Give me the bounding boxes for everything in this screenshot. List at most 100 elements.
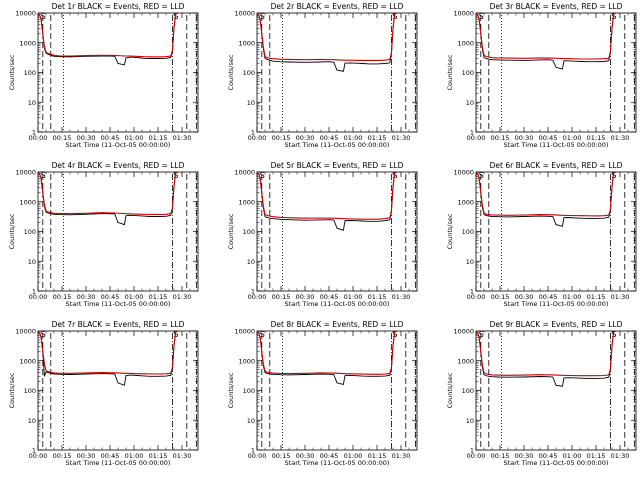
end-marker: S bbox=[173, 12, 178, 21]
x-tick-label: 01:30 bbox=[611, 293, 630, 301]
x-axis-label: Start Time (11-Oct-05 00:00:00) bbox=[285, 300, 390, 308]
y-tick-label: 1 bbox=[32, 288, 36, 296]
x-tick-label: 00:30 bbox=[296, 293, 315, 301]
series-line-events bbox=[476, 12, 616, 70]
x-tick-label: 01:30 bbox=[392, 293, 411, 301]
x-tick-label: 00:30 bbox=[515, 293, 534, 301]
end-marker: S bbox=[611, 330, 616, 339]
y-tick-label: 10000 bbox=[234, 10, 255, 18]
chart-panel: Det 2r BLACK = Events, RED = LLD 1 10 100 10… bbox=[227, 2, 418, 149]
chart-panel: Det 3r BLACK = Events, RED = LLD 1 10 100 10… bbox=[446, 2, 637, 149]
x-tick-label: 00:15 bbox=[491, 293, 510, 301]
x-tick-label: 00:45 bbox=[539, 452, 558, 460]
end-marker: S bbox=[392, 12, 397, 21]
chart-title: Det 1r BLACK = Events, RED = LLD bbox=[52, 2, 185, 11]
x-tick-label: 00:45 bbox=[101, 134, 120, 142]
end-marker: S bbox=[611, 171, 616, 180]
y-tick-label: 1 bbox=[251, 447, 255, 455]
x-tick-label: 01:00 bbox=[125, 134, 144, 142]
y-axis-label: Counts/sec bbox=[227, 213, 235, 249]
x-tick-label: 01:30 bbox=[611, 452, 630, 460]
x-axis-label: Start Time (11-Oct-05 00:00:00) bbox=[504, 300, 609, 308]
series-line-lld bbox=[476, 330, 616, 377]
y-axis-label: Counts/sec bbox=[8, 372, 16, 408]
chart-title: Det 8r BLACK = Events, RED = LLD bbox=[271, 320, 404, 329]
y-tick-label: 1000 bbox=[457, 357, 474, 365]
y-tick-label: 10000 bbox=[234, 328, 255, 336]
x-tick-label: 01:00 bbox=[563, 452, 582, 460]
x-tick-label: 00:00 bbox=[467, 293, 486, 301]
y-tick-label: 10000 bbox=[453, 328, 474, 336]
end-marker: S bbox=[611, 12, 616, 21]
chart-title: Det 2r BLACK = Events, RED = LLD bbox=[271, 2, 404, 11]
x-tick-label: 00:45 bbox=[320, 293, 339, 301]
x-tick-label: 00:00 bbox=[29, 452, 48, 460]
y-tick-label: 10 bbox=[247, 99, 255, 107]
y-tick-label: 1000 bbox=[238, 357, 255, 365]
y-tick-label: 100 bbox=[243, 69, 255, 77]
chart-panel: Det 1r BLACK = Events, RED = LLD 1 10 100 10… bbox=[8, 2, 199, 149]
x-tick-label: 01:15 bbox=[368, 134, 387, 142]
y-tick-label: 10 bbox=[28, 99, 36, 107]
y-tick-label: 100 bbox=[24, 387, 36, 395]
x-axis-label: Start Time (11-Oct-05 00:00:00) bbox=[66, 300, 171, 308]
x-tick-label: 00:00 bbox=[467, 134, 486, 142]
series-line-events bbox=[257, 12, 397, 72]
x-tick-label: 01:15 bbox=[587, 452, 606, 460]
series-line-events bbox=[257, 330, 397, 385]
y-tick-label: 1000 bbox=[238, 198, 255, 206]
x-tick-label: 01:00 bbox=[563, 293, 582, 301]
y-axis-label: Counts/sec bbox=[8, 213, 16, 249]
y-axis-label: Counts/sec bbox=[227, 372, 235, 408]
x-tick-label: 00:15 bbox=[491, 452, 510, 460]
x-tick-label: 01:00 bbox=[125, 293, 144, 301]
end-marker: S bbox=[392, 171, 397, 180]
chart-panel: Det 5r BLACK = Events, RED = LLD 1 10 100 10… bbox=[227, 161, 418, 308]
x-axis-label: Start Time (11-Oct-05 00:00:00) bbox=[504, 459, 609, 467]
y-tick-label: 10000 bbox=[15, 169, 36, 177]
y-tick-label: 1000 bbox=[19, 39, 36, 47]
series-line-lld bbox=[257, 171, 397, 220]
y-axis-label: Counts/sec bbox=[446, 54, 454, 90]
start-marker: S bbox=[260, 12, 265, 21]
x-tick-label: 01:30 bbox=[611, 134, 630, 142]
x-axis-label: Start Time (11-Oct-05 00:00:00) bbox=[66, 459, 171, 467]
y-tick-label: 1000 bbox=[19, 357, 36, 365]
x-tick-label: 00:30 bbox=[515, 452, 534, 460]
series-line-events bbox=[38, 330, 178, 386]
x-tick-label: 01:15 bbox=[368, 293, 387, 301]
y-tick-label: 10 bbox=[247, 417, 255, 425]
x-tick-label: 01:30 bbox=[173, 134, 192, 142]
x-tick-label: 00:15 bbox=[272, 452, 291, 460]
x-tick-label: 00:15 bbox=[272, 293, 291, 301]
y-tick-label: 100 bbox=[243, 387, 255, 395]
y-axis-label: Counts/sec bbox=[227, 54, 235, 90]
start-marker: S bbox=[479, 330, 484, 339]
chart-title: Det 3r BLACK = Events, RED = LLD bbox=[490, 2, 623, 11]
x-tick-label: 00:45 bbox=[101, 452, 120, 460]
series-line-lld bbox=[476, 12, 616, 60]
x-tick-label: 01:00 bbox=[344, 293, 363, 301]
series-line-events bbox=[257, 171, 397, 231]
x-tick-label: 01:15 bbox=[149, 293, 168, 301]
y-tick-label: 10 bbox=[28, 417, 36, 425]
x-tick-label: 01:15 bbox=[368, 452, 387, 460]
series-line-lld bbox=[476, 171, 616, 217]
y-tick-label: 10000 bbox=[453, 10, 474, 18]
x-axis-label: Start Time (11-Oct-05 00:00:00) bbox=[66, 141, 171, 149]
x-tick-label: 01:00 bbox=[563, 134, 582, 142]
x-tick-label: 00:00 bbox=[248, 293, 267, 301]
x-tick-label: 01:30 bbox=[173, 452, 192, 460]
start-marker: S bbox=[41, 330, 46, 339]
start-marker: S bbox=[41, 12, 46, 21]
y-tick-label: 1 bbox=[32, 129, 36, 137]
x-tick-label: 00:45 bbox=[320, 134, 339, 142]
y-tick-label: 1000 bbox=[457, 39, 474, 47]
y-tick-label: 10000 bbox=[15, 10, 36, 18]
chart-panel: Det 4r BLACK = Events, RED = LLD 1 10 100 10… bbox=[8, 161, 199, 308]
x-tick-label: 01:15 bbox=[149, 134, 168, 142]
x-tick-label: 00:00 bbox=[248, 452, 267, 460]
chart-title: Det 4r BLACK = Events, RED = LLD bbox=[52, 161, 185, 170]
x-tick-label: 00:15 bbox=[53, 134, 72, 142]
